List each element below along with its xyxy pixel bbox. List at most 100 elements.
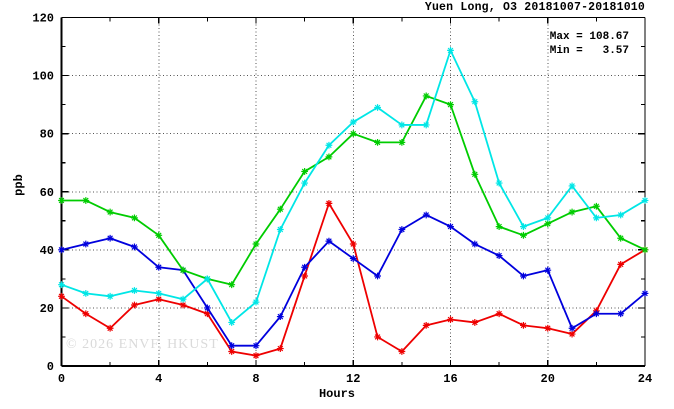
data-point-green [82,197,90,204]
data-point-green [58,197,65,204]
data-point-blue [325,237,333,245]
data-point-green [106,208,114,216]
data-point-cyan [106,292,114,300]
data-point-green [228,281,236,289]
data-point-green [544,220,552,228]
data-point-red [106,324,114,332]
data-point-red [276,345,284,352]
data-point-cyan [617,211,625,219]
data-point-blue [641,289,649,297]
data-point-red [398,348,406,355]
data-point-blue [447,223,454,230]
data-point-blue [155,263,163,271]
data-point-cyan [228,319,236,326]
data-point-cyan [544,214,552,222]
data-point-blue [592,310,600,318]
data-point-blue [301,263,309,271]
data-point-green [568,208,576,216]
data-point-red [131,301,138,309]
data-point-green [179,266,187,274]
data-point-green [325,153,333,161]
data-point-green [374,138,381,146]
data-point-blue [228,342,236,350]
data-point-red [568,330,576,338]
data-point-blue [58,246,65,254]
x-tick-label: 8 [252,372,259,386]
data-point-blue [82,240,90,248]
data-point-green [617,234,625,242]
y-tick-label: 40 [40,244,54,258]
data-point-blue [203,304,211,312]
data-point-green [301,168,309,175]
data-point-blue [495,252,503,260]
data-point-blue [544,266,552,274]
data-point-green [131,214,138,222]
x-tick-label: 16 [443,372,457,386]
data-point-cyan [179,295,187,303]
data-point-red [252,352,260,360]
data-point-cyan [349,118,357,126]
data-point-green [398,138,406,146]
y-tick-label: 120 [32,12,54,26]
data-point-red [155,295,163,303]
series-cyan-markers [58,47,649,326]
data-point-red [422,321,430,329]
data-point-red [471,319,479,326]
stats-box: Max = 108.67 Min = 3.57 [550,30,629,58]
data-point-cyan [82,289,90,297]
data-point-cyan [301,179,309,187]
data-point-cyan [325,141,333,149]
data-point-green [520,231,527,239]
y-tick-label: 20 [40,302,54,316]
data-point-green [447,101,454,109]
data-point-blue [520,272,527,280]
data-point-cyan [374,104,381,111]
data-point-blue [276,313,284,321]
y-axis-label: ppb [12,174,26,196]
data-point-red [82,310,90,318]
series-red-markers [58,199,649,360]
data-point-red [301,272,309,280]
data-point-blue [617,310,625,318]
data-point-cyan [398,121,406,129]
data-point-cyan [58,281,65,289]
data-point-cyan [471,98,479,106]
data-point-blue [131,243,138,251]
data-point-cyan [203,275,211,283]
data-point-green [349,130,357,138]
y-tick-label: 60 [40,186,54,200]
data-point-blue [374,272,381,280]
series-blue-markers [58,211,649,350]
data-point-cyan [252,298,260,306]
x-tick-label: 4 [155,372,162,386]
data-point-cyan [447,47,454,54]
data-point-red [374,333,381,341]
data-point-cyan [422,121,430,129]
data-point-green [276,205,284,213]
data-point-green [155,231,163,239]
data-point-cyan [641,197,649,204]
x-tick-label: 0 [58,372,65,386]
data-point-red [349,240,357,248]
chart-title: Yuen Long, O3 20181007-20181010 [424,1,645,14]
data-point-cyan [131,287,138,294]
data-point-blue [398,226,406,233]
data-point-red [617,260,625,268]
data-point-blue [106,234,114,242]
data-point-red [544,324,552,332]
data-point-red [520,321,527,329]
x-tick-label: 20 [541,372,555,386]
data-point-red [325,199,333,207]
data-point-cyan [155,289,163,297]
data-point-red [495,310,503,318]
data-point-blue [349,255,357,262]
data-point-green [495,223,503,230]
data-point-green [471,170,479,178]
max-stat-label: Max = 108.67 [549,31,629,43]
y-tick-label: 80 [40,128,54,142]
data-point-red [447,316,454,323]
data-point-cyan [520,223,527,230]
data-point-green [422,92,430,100]
